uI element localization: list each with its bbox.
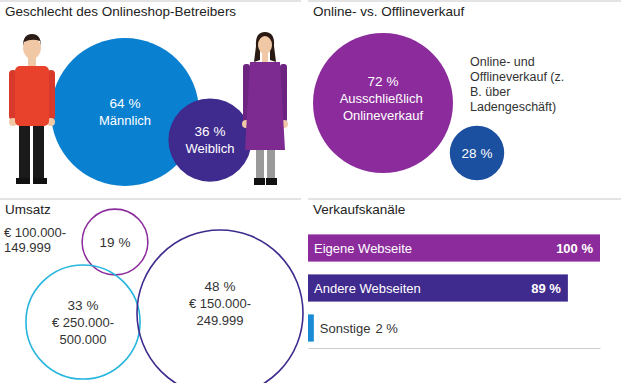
- text-line: Weiblich: [186, 141, 235, 156]
- panel-separator: [308, 1, 621, 2]
- category-label: Andere Webseiten: [314, 281, 421, 296]
- text-line: B. über: [470, 85, 514, 99]
- panel-separator: [0, 199, 301, 200]
- text-line: 249.999: [197, 313, 244, 328]
- figure-part: [256, 146, 264, 180]
- bubble-labels: 19 % € 100.000-149.999 33 % € 250.000- 500.0…: [4, 225, 251, 347]
- panel-separator: [308, 199, 621, 200]
- category-label: Männlich: [99, 113, 151, 128]
- text-line: 149.999: [4, 240, 51, 255]
- bubble-group: [26, 209, 303, 383]
- text-line: Online- und: [470, 55, 538, 69]
- panel-title: Geschlecht des Onlineshop-Betreibers: [5, 4, 236, 19]
- category-label: € 250.000- 500.000: [52, 315, 114, 347]
- x-axis: [309, 348, 601, 349]
- data-label: 33 %: [68, 298, 99, 313]
- bar: [308, 314, 314, 341]
- text-line: Offlineverkauf (z.: [470, 70, 568, 84]
- figure-part: [33, 178, 47, 184]
- figure-man: [9, 34, 55, 184]
- data-label: 48 %: [205, 279, 236, 294]
- text-line: Männlich: [99, 113, 151, 128]
- bar-labels: Eigene Webseite 100 % Andere Webseiten 89 %…: [314, 241, 593, 336]
- data-label: 28 %: [462, 146, 493, 161]
- bar-group: [308, 234, 600, 341]
- panel-title: Verkaufskanäle: [313, 202, 405, 217]
- figure-part: [19, 122, 30, 180]
- data-label: 72 %: [368, 74, 399, 89]
- data-label: 64 %: [110, 96, 141, 111]
- category-label: Online- und Offlineverkauf (z. B. über L…: [470, 55, 568, 114]
- data-label: 19 %: [100, 235, 131, 250]
- bubble: [26, 265, 140, 379]
- figure-part: [16, 178, 30, 184]
- text-line: € 150.000-: [189, 296, 251, 311]
- data-label: 100 %: [556, 241, 593, 256]
- infographic: Geschlecht des Onlineshop-Betreibers 64 %…: [0, 0, 621, 383]
- bubble-labels: 64 % Männlich 36 % Weiblich: [99, 96, 234, 156]
- data-label: 36 %: [195, 124, 226, 139]
- figure-part: [33, 122, 44, 180]
- figure-part: [266, 178, 277, 185]
- data-label: 89 %: [531, 281, 561, 296]
- panel-title: Umsatz: [5, 202, 51, 217]
- bubble-labels: 72 % Ausschließlich Onlineverkauf 28 % Onli…: [340, 55, 568, 161]
- bubble: [137, 230, 303, 383]
- category-label: € 100.000-149.999: [4, 225, 66, 255]
- bubble-group: [9, 32, 288, 186]
- figure-woman: [242, 32, 288, 185]
- panel-separator: [0, 1, 301, 2]
- figure-part: [258, 36, 272, 54]
- text-line: Ausschließlich: [340, 91, 427, 106]
- text-line: Ladengeschäft): [470, 100, 556, 114]
- data-label: 2 %: [375, 321, 398, 336]
- text-line: Onlineverkauf: [343, 108, 424, 123]
- bubble: [168, 98, 251, 181]
- category-label: € 150.000- 249.999: [189, 296, 251, 328]
- figure-part: [254, 178, 265, 185]
- category-label: Ausschließlich Onlineverkauf: [340, 91, 427, 123]
- figure-part: [267, 146, 275, 180]
- figure-part: [23, 34, 41, 46]
- panel-title: Online- vs. Offlineverkauf: [313, 4, 465, 19]
- bar: [308, 234, 600, 261]
- figure-part: [245, 62, 285, 150]
- category-label: Sonstige: [320, 321, 371, 336]
- text-line: € 100.000-: [4, 225, 66, 240]
- bubble: [313, 33, 453, 173]
- x-axis-line: [309, 348, 601, 349]
- category-label: Weiblich: [186, 141, 235, 156]
- figure-part: [254, 32, 276, 62]
- bar: [308, 274, 568, 301]
- bubble: [450, 126, 504, 180]
- text-line: 500.000: [60, 332, 107, 347]
- figure-part: [15, 66, 49, 126]
- category-label: Eigene Webseite: [314, 241, 412, 256]
- text-line: € 250.000-: [52, 315, 114, 330]
